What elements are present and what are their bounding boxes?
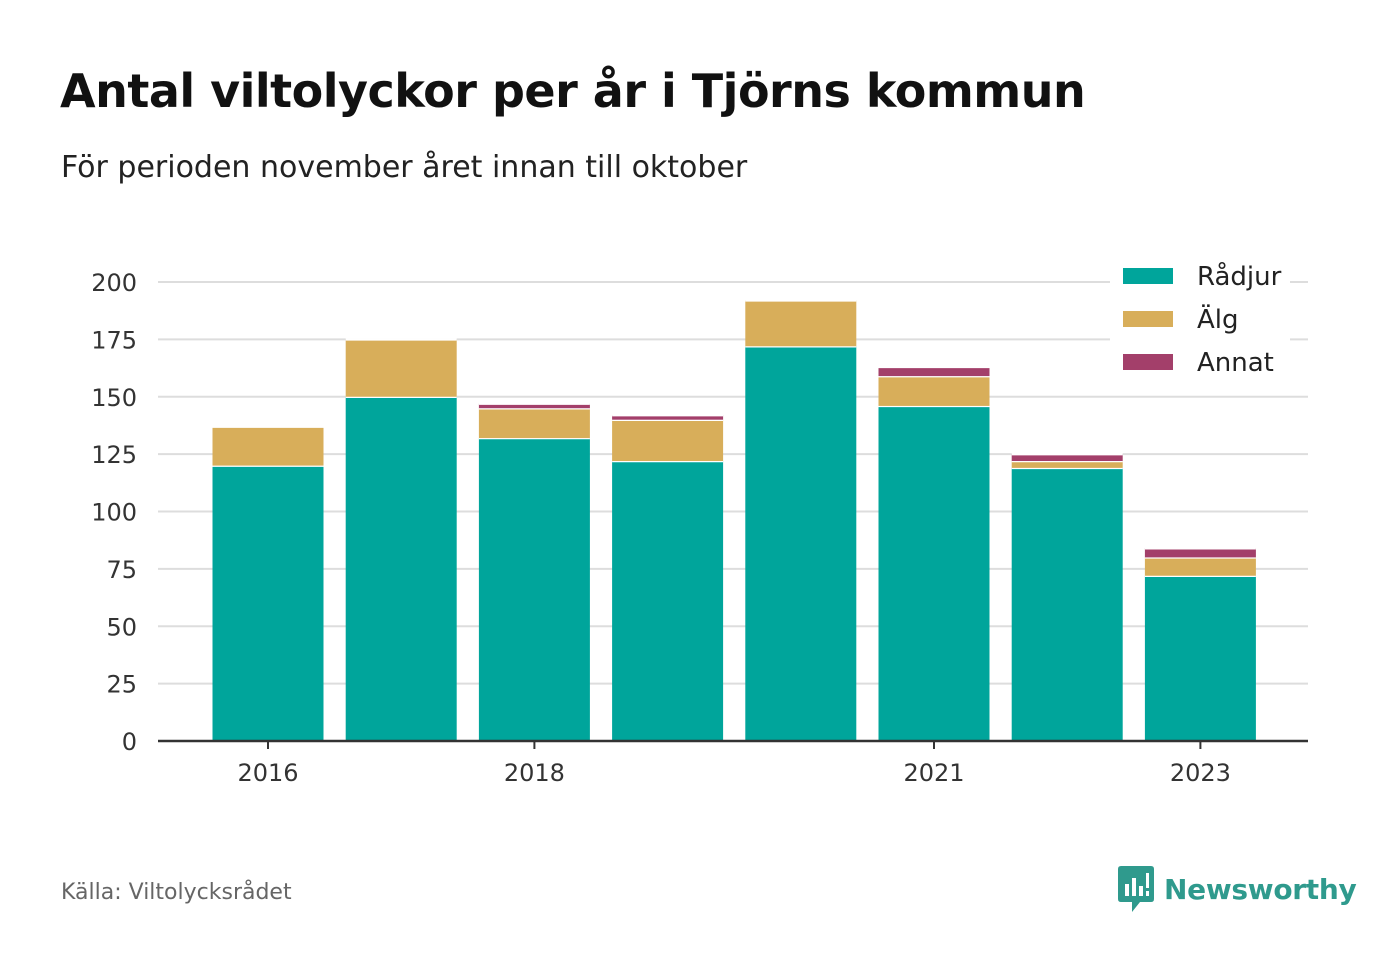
x-axis: 2016 2018 2021 2023 <box>158 739 1308 787</box>
y-tick-label: 150 <box>91 384 137 412</box>
bar-segment <box>878 376 990 406</box>
bar-segment <box>1011 467 1123 741</box>
bar-segment <box>478 403 590 409</box>
bar-segment <box>1011 461 1123 468</box>
bar-segment <box>878 366 990 377</box>
bar-segment <box>1144 575 1256 741</box>
legend: Rådjur Älg Annat <box>1110 255 1290 383</box>
bar-segment <box>1011 454 1123 462</box>
y-tick-label: 0 <box>122 728 137 756</box>
y-tick-label: 75 <box>106 556 137 584</box>
y-axis-tick-labels: 0 25 50 75 100 125 150 175 200 <box>91 269 137 756</box>
source-note: Källa: Viltolycksrådet <box>61 880 292 905</box>
chart-subtitle: För perioden november året innan till ok… <box>61 150 748 185</box>
bar-segment <box>212 465 324 741</box>
bar-segment <box>345 396 457 741</box>
legend-swatch <box>1123 268 1173 284</box>
bar-segment <box>612 415 724 420</box>
legend-swatch <box>1123 354 1173 370</box>
y-tick-label: 200 <box>91 269 137 297</box>
bar-segment <box>878 405 990 741</box>
bar-segment <box>478 408 590 439</box>
bar-segment <box>478 438 590 741</box>
chart-title: Antal viltolyckor per år i Tjörns kommun <box>60 64 1086 118</box>
bar-segment <box>612 461 724 741</box>
bar-chart-speech-bubble-icon <box>1118 866 1154 912</box>
bar-segment <box>345 339 457 397</box>
bar-segment <box>745 346 857 741</box>
x-tick-label: 2021 <box>903 759 964 787</box>
y-tick-label: 100 <box>91 499 137 527</box>
brand-logo: Newsworthy <box>1118 866 1357 912</box>
bar-segment <box>1144 548 1256 558</box>
x-tick-label: 2016 <box>237 759 298 787</box>
legend-label: Älg <box>1197 303 1239 335</box>
bar-segment <box>1144 557 1256 576</box>
legend-label: Rådjur <box>1197 261 1282 292</box>
bar-segment <box>612 419 724 462</box>
legend-swatch <box>1123 311 1173 327</box>
bar-segment <box>745 300 857 347</box>
bar-segment <box>212 426 324 466</box>
y-tick-label: 25 <box>106 671 137 699</box>
brand-name: Newsworthy <box>1164 872 1357 906</box>
bars <box>212 299 1256 741</box>
x-tick-label: 2023 <box>1170 759 1231 787</box>
y-tick-label: 175 <box>91 326 137 354</box>
legend-label: Annat <box>1197 348 1274 378</box>
x-tick-label: 2018 <box>504 759 565 787</box>
y-tick-label: 125 <box>91 441 137 469</box>
y-tick-label: 50 <box>106 613 137 641</box>
